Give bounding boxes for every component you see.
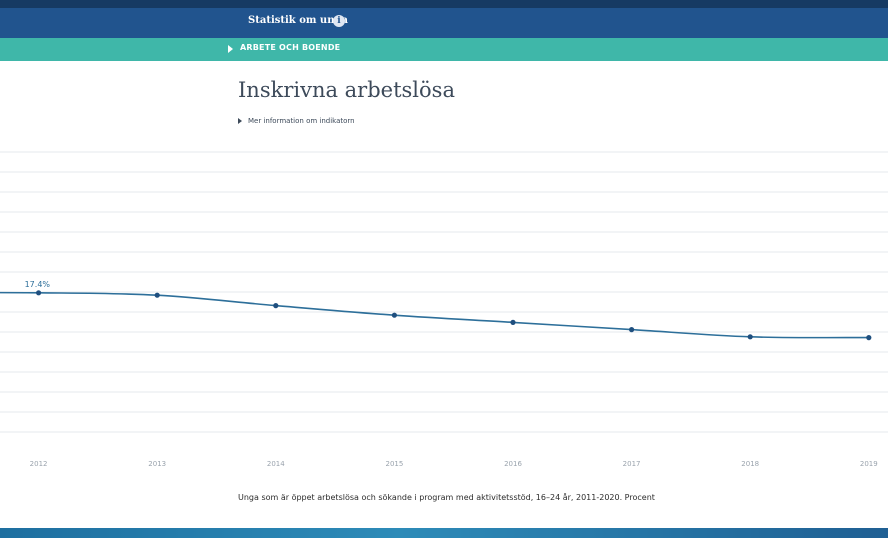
x-tick-label: 2018 bbox=[741, 460, 759, 468]
x-tick-label: 2019 bbox=[860, 460, 878, 468]
footer-strip bbox=[0, 528, 888, 538]
data-point[interactable] bbox=[273, 303, 279, 309]
site-title[interactable]: Statistik om unga bbox=[248, 15, 348, 26]
line-chart: 17.4% 2012 2013 2014 2015 2016 2017 2018 2019 bbox=[0, 151, 888, 468]
chart-caption: Unga som är öppet arbetslösa och sökande… bbox=[238, 493, 655, 502]
top-strip bbox=[0, 0, 888, 8]
site-header: Statistik om unga i bbox=[0, 8, 888, 38]
x-tick-label: 2012 bbox=[30, 460, 48, 468]
info-icon[interactable]: i bbox=[333, 15, 345, 27]
x-tick-label: 2014 bbox=[267, 460, 285, 468]
x-tick-label: 2015 bbox=[385, 460, 403, 468]
more-info-label: Mer information om indikatorn bbox=[248, 117, 355, 125]
more-info-toggle[interactable]: Mer information om indikatorn bbox=[238, 117, 355, 125]
section-label[interactable]: ARBETE OCH BOENDE bbox=[240, 43, 341, 52]
x-tick-label: 2013 bbox=[148, 460, 166, 468]
data-point[interactable] bbox=[510, 319, 516, 325]
section-bar[interactable]: ARBETE OCH BOENDE bbox=[0, 38, 888, 61]
x-tick-label: 2017 bbox=[623, 460, 641, 468]
x-tick-label: 2016 bbox=[504, 460, 522, 468]
data-point[interactable] bbox=[866, 335, 872, 341]
series-line bbox=[0, 291, 869, 339]
data-point[interactable] bbox=[747, 334, 753, 340]
data-point[interactable] bbox=[629, 327, 635, 333]
data-point[interactable] bbox=[391, 312, 397, 318]
data-label: 17.4% bbox=[25, 280, 51, 289]
data-point[interactable] bbox=[36, 290, 42, 296]
triangle-right-icon bbox=[228, 45, 233, 53]
triangle-right-icon bbox=[238, 118, 242, 124]
page-title: Inskrivna arbetslösa bbox=[238, 78, 455, 102]
data-point[interactable] bbox=[154, 292, 160, 298]
